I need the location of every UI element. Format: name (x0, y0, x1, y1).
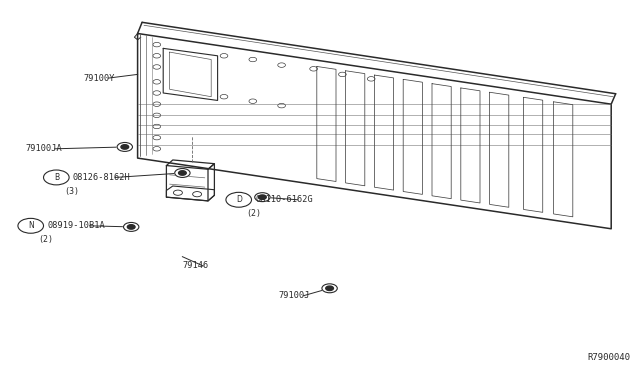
Text: 79100J: 79100J (278, 291, 310, 300)
Text: R7900040: R7900040 (588, 353, 630, 362)
Text: D: D (236, 195, 242, 204)
Text: N: N (28, 221, 33, 230)
Text: 79100Y: 79100Y (83, 74, 115, 83)
Circle shape (121, 145, 129, 149)
Text: (2): (2) (246, 209, 261, 218)
Circle shape (179, 171, 186, 175)
Circle shape (127, 225, 135, 229)
Text: 79146: 79146 (182, 262, 209, 270)
Circle shape (124, 222, 139, 231)
Text: B: B (54, 173, 59, 182)
Circle shape (175, 169, 190, 177)
Text: 08919-10B1A: 08919-10B1A (47, 221, 105, 230)
Circle shape (259, 195, 266, 199)
Text: 08110-6162G: 08110-6162G (255, 195, 313, 204)
Circle shape (326, 286, 333, 291)
Circle shape (322, 284, 337, 293)
Text: 08126-8162H: 08126-8162H (73, 173, 131, 182)
Text: 79100JA: 79100JA (26, 144, 62, 153)
Circle shape (117, 142, 132, 151)
Text: (3): (3) (64, 187, 79, 196)
Circle shape (255, 193, 270, 202)
Text: (2): (2) (38, 235, 53, 244)
